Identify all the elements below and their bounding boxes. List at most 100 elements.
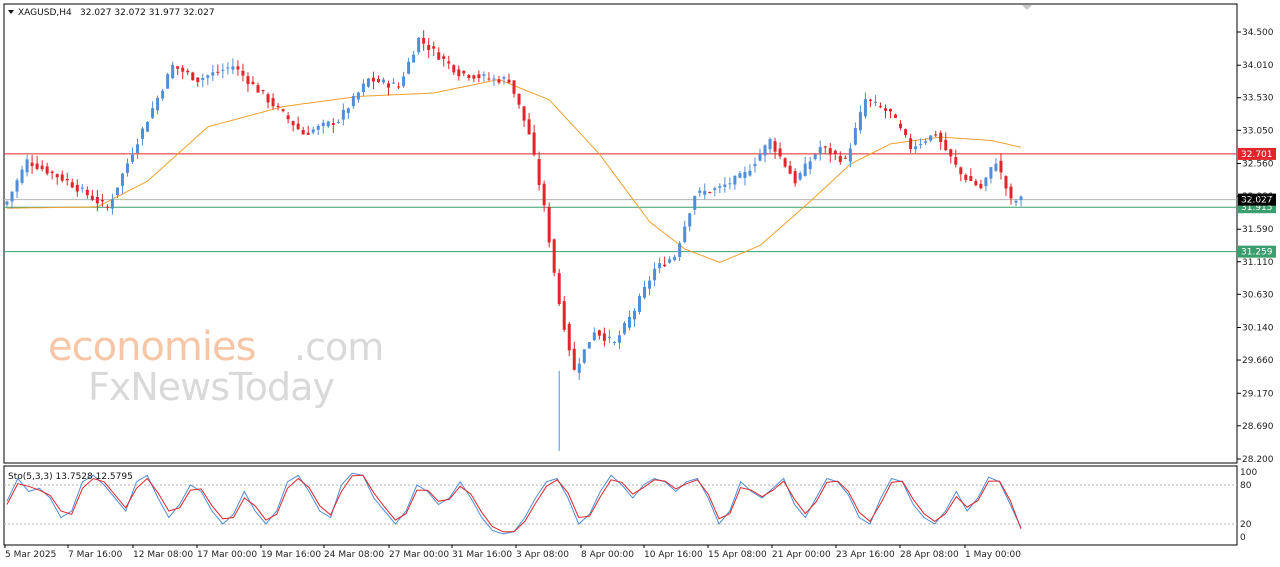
bear-candle bbox=[85, 189, 89, 196]
bull-candle bbox=[166, 74, 170, 89]
bull-candle bbox=[502, 77, 506, 79]
bear-candle bbox=[467, 75, 471, 79]
bear-candle bbox=[532, 132, 536, 155]
bull-candle bbox=[110, 199, 114, 209]
stochastic-header: Sto(5,3,3) 13.7528 12.5795 bbox=[8, 472, 133, 482]
bear-candle bbox=[663, 264, 667, 267]
price-tick-label: 31.110 bbox=[1242, 258, 1274, 268]
bear-candle bbox=[452, 65, 456, 73]
bull-candle bbox=[125, 163, 129, 173]
bull-candle bbox=[15, 180, 19, 192]
bull-candle bbox=[221, 69, 225, 71]
time-tick-label: 28 Apr 08:00 bbox=[900, 550, 959, 560]
bear-candle bbox=[477, 74, 481, 79]
bull-candle bbox=[607, 336, 611, 338]
main-plot-frame bbox=[3, 3, 1238, 464]
bull-candle bbox=[688, 213, 692, 227]
level-label: 31.915 bbox=[1241, 203, 1273, 213]
time-tick-label: 7 Mar 16:00 bbox=[68, 550, 123, 560]
bull-candle bbox=[141, 128, 145, 139]
bear-candle bbox=[432, 46, 436, 49]
bear-candle bbox=[507, 79, 511, 83]
bear-candle bbox=[216, 71, 220, 73]
bull-candle bbox=[703, 190, 707, 195]
price-tick-label: 34.010 bbox=[1242, 61, 1274, 71]
bear-candle bbox=[884, 108, 887, 111]
bull-candle bbox=[798, 173, 802, 180]
time-tick-label: 10 Apr 16:00 bbox=[644, 550, 703, 560]
bull-candle bbox=[151, 108, 155, 118]
bull-candle bbox=[592, 332, 596, 341]
bull-candle bbox=[678, 243, 682, 258]
bull-candle bbox=[226, 67, 230, 69]
bear-candle bbox=[281, 109, 285, 112]
price-tick-label: 29.170 bbox=[1242, 389, 1274, 399]
bull-candle bbox=[713, 188, 717, 190]
bear-candle bbox=[833, 150, 837, 154]
bear-candle bbox=[371, 77, 375, 82]
price-tick-label: 33.050 bbox=[1242, 126, 1274, 136]
bull-candle bbox=[25, 159, 29, 173]
time-tick-label: 23 Apr 16:00 bbox=[836, 550, 895, 560]
watermark-brand-suffix: .com bbox=[294, 325, 383, 369]
bear-candle bbox=[256, 85, 260, 93]
bear-candle bbox=[191, 72, 195, 81]
level-label-box bbox=[1238, 147, 1276, 160]
time-tick-label: 17 Mar 00:00 bbox=[197, 550, 257, 560]
bull-candle bbox=[321, 122, 325, 127]
bear-candle bbox=[276, 105, 280, 107]
price-tick-label: 28.690 bbox=[1242, 422, 1274, 432]
bull-candle bbox=[211, 72, 215, 76]
bear-candle bbox=[778, 148, 782, 157]
stoch-main-line bbox=[6, 472, 1022, 535]
bear-candle bbox=[843, 157, 847, 159]
bull-candle bbox=[161, 90, 165, 99]
bear-candle bbox=[838, 155, 842, 162]
bear-candle bbox=[296, 123, 300, 130]
bear-candle bbox=[542, 183, 546, 206]
time-tick-label: 19 Mar 16:00 bbox=[261, 550, 321, 560]
bull-candle bbox=[311, 129, 315, 133]
price-tick-label: 33.530 bbox=[1242, 94, 1274, 104]
price-tick-label: 31.590 bbox=[1242, 225, 1274, 235]
symbol-info: XAGUSD,H4 bbox=[18, 8, 72, 18]
bull-candle bbox=[728, 183, 732, 185]
price-tick-label: 30.630 bbox=[1242, 290, 1274, 300]
bull-candle bbox=[156, 97, 160, 111]
bear-candle bbox=[773, 141, 777, 152]
bull-candle bbox=[818, 147, 822, 155]
bull-candle bbox=[115, 187, 119, 196]
bull-candle bbox=[627, 316, 631, 328]
bear-candle bbox=[909, 138, 913, 149]
bull-candle bbox=[1014, 200, 1018, 203]
stoch-plot-frame bbox=[3, 465, 1238, 546]
bull-candle bbox=[1019, 196, 1023, 201]
bull-candle bbox=[80, 187, 84, 189]
bull-candle bbox=[693, 196, 697, 210]
stoch-tick-label: 0 bbox=[1240, 533, 1246, 543]
bear-candle bbox=[75, 184, 79, 192]
bull-candle bbox=[120, 173, 124, 186]
bull-candle bbox=[924, 141, 928, 143]
bull-candle bbox=[723, 184, 727, 187]
bear-candle bbox=[899, 123, 903, 128]
bull-candle bbox=[748, 170, 752, 176]
bear-candle bbox=[487, 78, 491, 80]
bear-candle bbox=[602, 333, 606, 341]
bull-candle bbox=[858, 112, 862, 131]
time-tick-label: 31 Mar 16:00 bbox=[452, 550, 512, 560]
price-tick-label: 28.200 bbox=[1242, 455, 1274, 465]
bear-candle bbox=[974, 180, 978, 186]
bear-candle bbox=[572, 348, 576, 370]
bear-candle bbox=[176, 66, 180, 69]
bear-candle bbox=[904, 129, 908, 136]
scroll-marker-icon[interactable] bbox=[1022, 5, 1032, 10]
bear-candle bbox=[397, 86, 401, 88]
bull-candle bbox=[758, 154, 762, 161]
bear-candle bbox=[422, 38, 426, 44]
bear-candle bbox=[793, 171, 797, 184]
price-axis: 34.500 34.010 33.530 33.050 32.560 32.080 31.5… bbox=[1237, 28, 1274, 465]
bull-candle bbox=[863, 99, 867, 117]
symbol-dropdown-icon[interactable] bbox=[8, 10, 14, 14]
bear-candle bbox=[562, 301, 566, 330]
